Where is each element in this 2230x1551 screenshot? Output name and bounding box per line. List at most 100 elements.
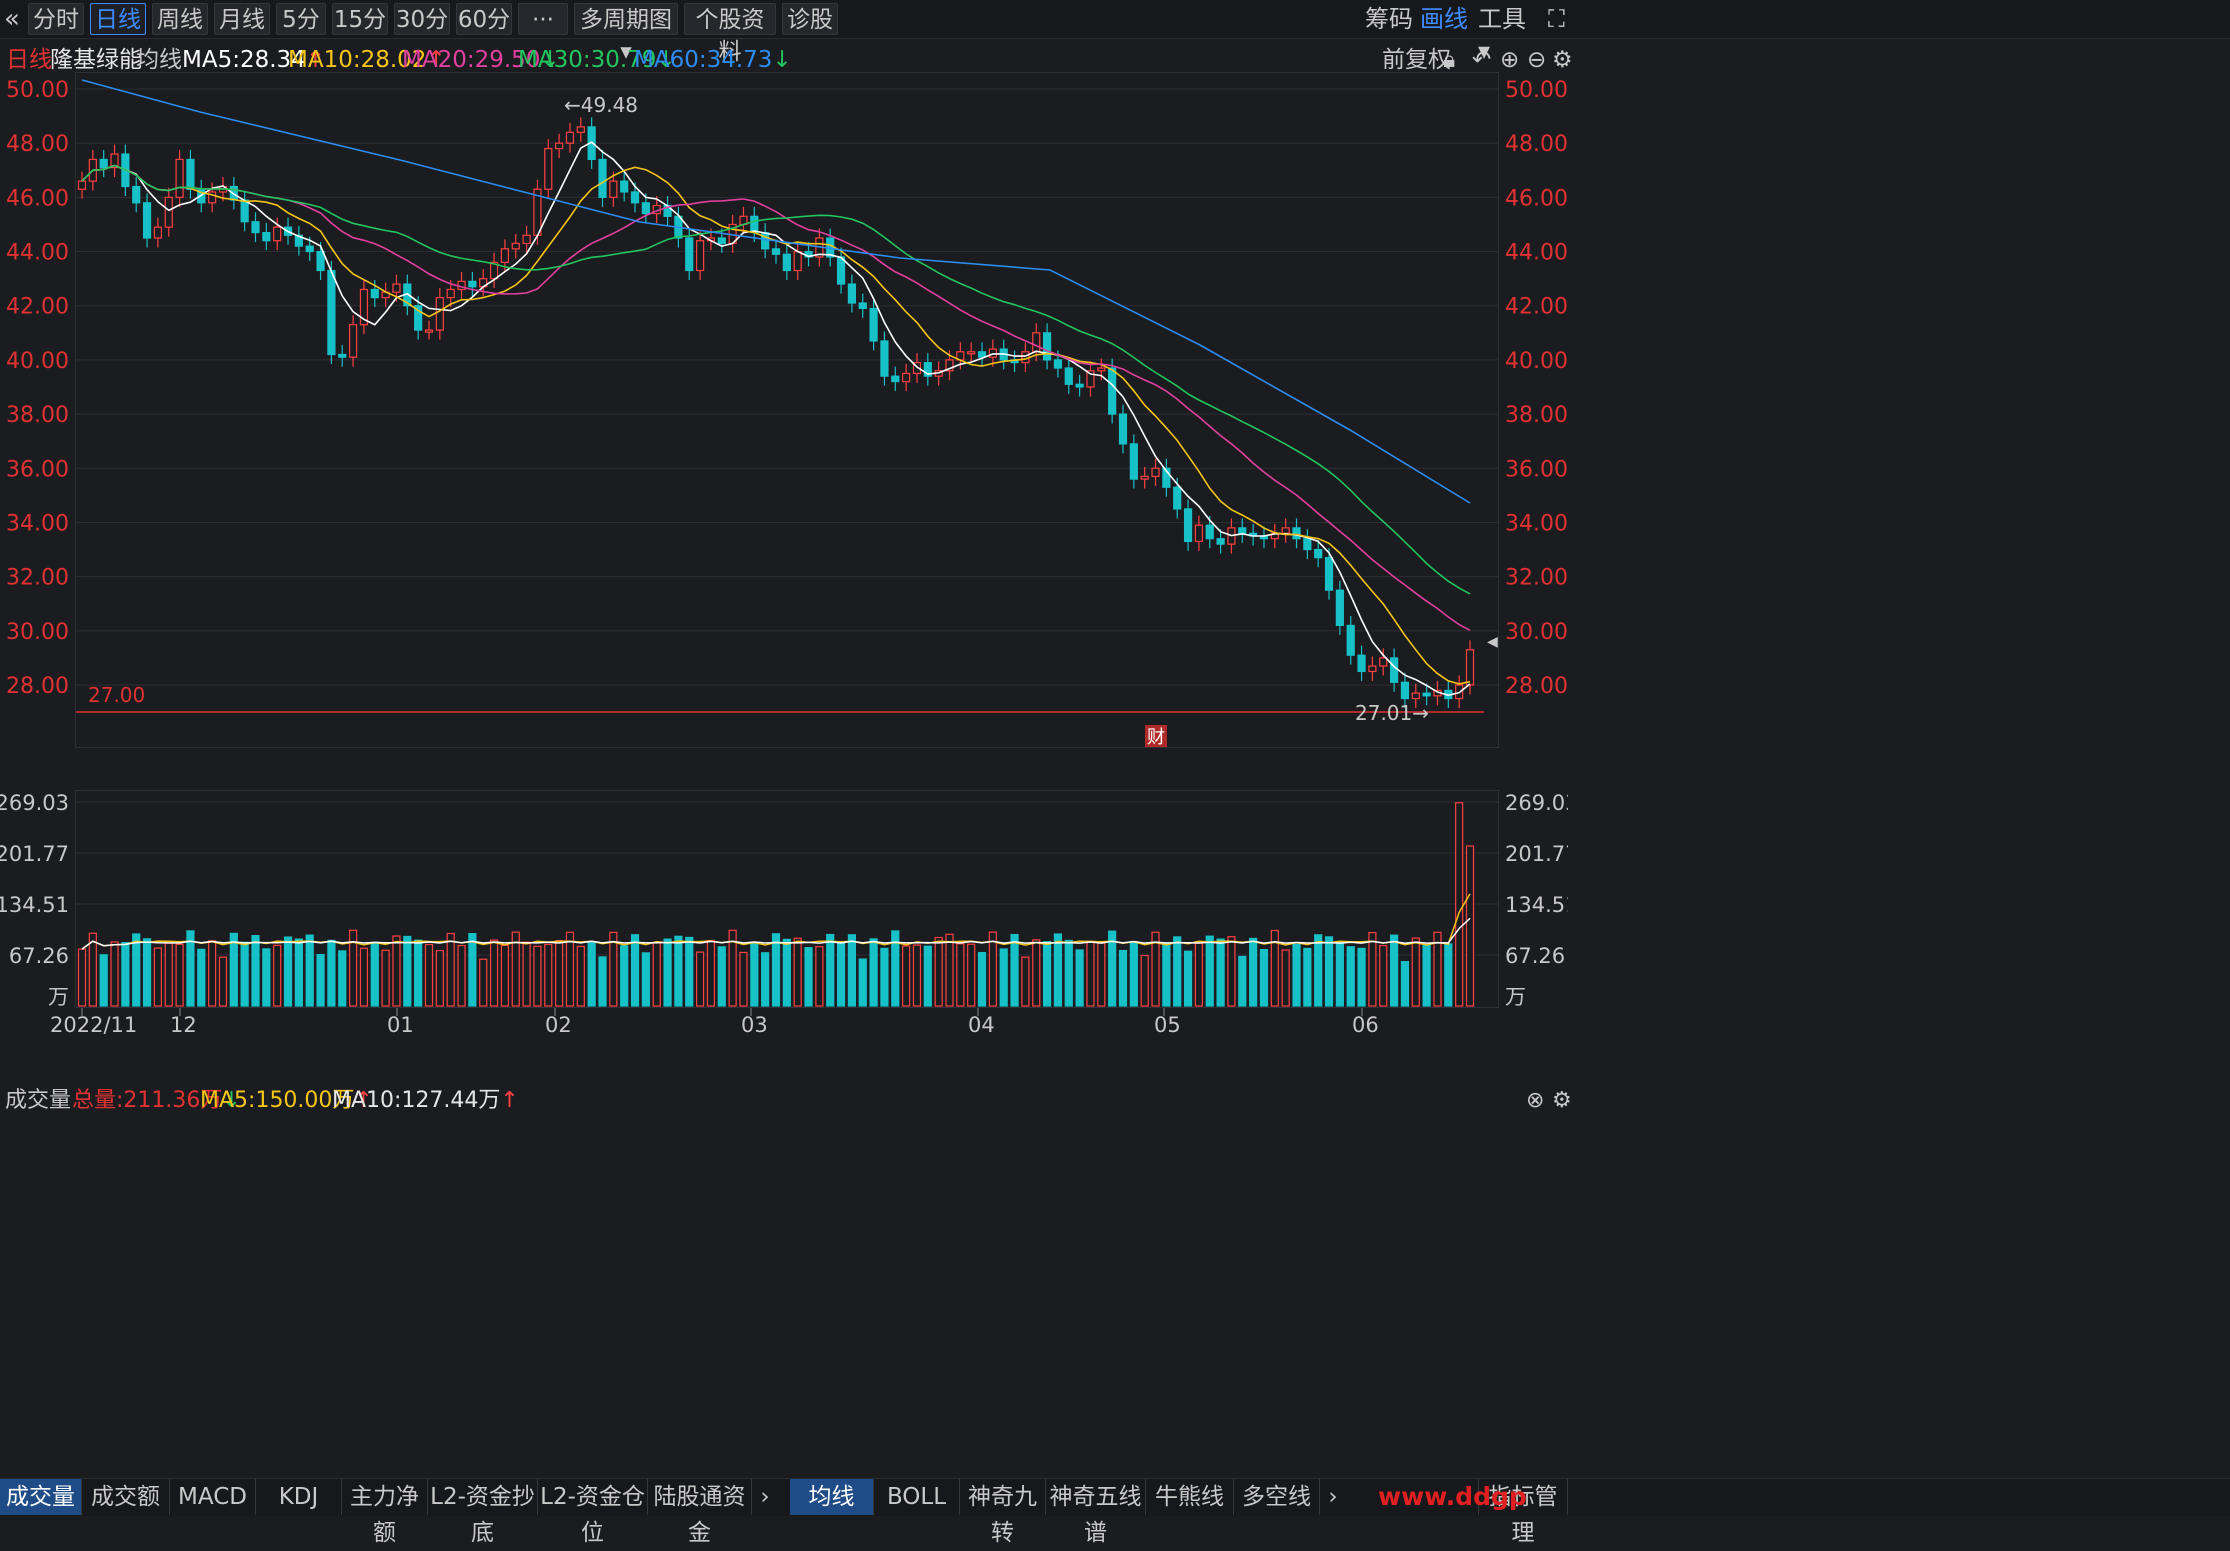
price-axis-label-right: 44.00 (1505, 241, 1568, 266)
ma5-line (81, 141, 1471, 697)
up-arrow-icon: ↑ (500, 1088, 519, 1113)
volume-bar-down (403, 935, 412, 1007)
volume-bar-down (229, 932, 238, 1007)
candle-down (620, 180, 629, 193)
chip-button[interactable]: 筹码 (1365, 5, 1413, 33)
candle-up (1140, 475, 1149, 480)
low-price-label: 27.01→ (1355, 701, 1429, 725)
volume-bar-up (77, 948, 87, 1007)
volume-bar-down (1053, 933, 1063, 1007)
volume-bar-down (251, 935, 260, 1007)
tab-long-short[interactable]: 多空线 (1234, 1479, 1320, 1515)
tab-magic-nine[interactable]: 神奇九转 (960, 1479, 1046, 1546)
volume-bar-down (316, 953, 325, 1007)
price-axis-label-right: 50.00 (1505, 78, 1568, 103)
candle-up (609, 180, 618, 198)
volume-bar-up (479, 958, 488, 1007)
candle-up (424, 329, 434, 333)
volume-bar-up (446, 932, 455, 1007)
candle-down (327, 269, 336, 356)
candle-down (630, 191, 640, 204)
volume-bar-up (1140, 954, 1149, 1007)
tab-main-net[interactable]: 主力净额 (342, 1479, 428, 1546)
tab-volume[interactable]: 成交量 (0, 1479, 82, 1515)
tab-5min[interactable]: 5分 (276, 3, 326, 35)
candle-up (912, 362, 922, 375)
zoom-in-icon[interactable]: ⊕ (1500, 47, 1520, 73)
diagnose-button[interactable]: 诊股 (782, 3, 838, 35)
fullscreen-icon[interactable]: ⛶ (1548, 5, 1565, 33)
candle-up (1411, 692, 1420, 700)
volume-bar-up (956, 943, 965, 1007)
price-axis-label-left: 46.00 (6, 186, 69, 211)
up-arrow-icon: ↑ (305, 47, 326, 73)
candle-up (392, 283, 401, 293)
candle-down (1129, 443, 1138, 480)
volume-axis-label-left: 201.77 (0, 842, 69, 866)
settings-gear-icon[interactable]: ⚙ (1552, 1088, 1572, 1113)
tab-magic-five[interactable]: 神奇五线谱 (1046, 1479, 1146, 1546)
settings-gear-icon[interactable]: ⚙ (1552, 47, 1573, 73)
price-axis-label-right: 34.00 (1505, 511, 1568, 536)
more-button[interactable]: ··· (518, 3, 568, 35)
back-icon[interactable]: « (4, 4, 20, 34)
price-axis-label-right: 42.00 (1505, 295, 1568, 320)
volume-bar-up (435, 949, 444, 1007)
candle-up (565, 131, 575, 144)
tab-macd[interactable]: MACD (170, 1479, 256, 1515)
tab-l2-bottom[interactable]: L2-资金抄底 (428, 1479, 538, 1546)
x-axis-label: 05 (1154, 1013, 1181, 1037)
period-label: 日线 (6, 47, 52, 73)
tab-boll[interactable]: BOLL (874, 1479, 960, 1515)
tab-bull-bear[interactable]: 牛熊线 (1146, 1479, 1234, 1515)
current-price-marker-icon: ◀ (1487, 634, 1498, 650)
zoom-out-icon[interactable]: ⊖ (1527, 47, 1547, 73)
volume-bar-down (587, 941, 596, 1007)
price-panel[interactable] (75, 72, 1499, 748)
volume-bar-down (977, 951, 987, 1007)
volume-bar-down (1324, 936, 1334, 1007)
tools-button[interactable]: 工具 ▾ (1478, 5, 1526, 65)
candle-down (1183, 508, 1193, 543)
candle-down (1303, 538, 1312, 551)
tab-30min[interactable]: 30分 (394, 3, 450, 35)
tab-hk-connect[interactable]: 陆股通资金 (648, 1479, 752, 1546)
chevron-right-icon[interactable]: › (760, 1484, 770, 1510)
multi-period-button[interactable]: 多周期图 ▾ (574, 3, 678, 65)
candle-up (1465, 649, 1475, 686)
tab-ma[interactable]: 均线 (790, 1479, 874, 1515)
volume-bar-up (544, 943, 553, 1007)
ma-info-row: 日线 隆基绿能 均线 MA5:28.34↑ MA10:28.02↑ MA20:2… (0, 40, 2230, 80)
volume-bar-down (869, 938, 878, 1007)
tab-kdj[interactable]: KDJ (256, 1479, 342, 1515)
undo-icon[interactable]: ↶ (1472, 47, 1492, 73)
tab-weekly[interactable]: 周线 (152, 3, 208, 35)
tab-l2-position[interactable]: L2-资金仓位 (538, 1479, 648, 1546)
caret-down-icon: ▾ (1478, 37, 1491, 65)
tab-daily[interactable]: 日线 (90, 3, 146, 35)
lock-icon[interactable]: 🔒︎ (1443, 47, 1456, 73)
candle-down (305, 245, 314, 253)
price-axis-label-left: 34.00 (6, 511, 69, 536)
candle-down (262, 231, 271, 242)
stock-info-button[interactable]: 个股资料 (684, 3, 776, 65)
candle-up (1281, 527, 1290, 534)
tab-15min[interactable]: 15分 (332, 3, 388, 35)
candle-down (1042, 332, 1052, 361)
close-icon[interactable]: ⊗ (1526, 1088, 1545, 1113)
chevron-right-icon[interactable]: › (1328, 1484, 1338, 1510)
volume-bar-down (923, 945, 932, 1007)
finance-badge-label: 财 (1147, 727, 1165, 748)
volume-panel[interactable] (75, 790, 1499, 1008)
candle-down (880, 340, 889, 377)
tab-fenshi[interactable]: 分时 (28, 3, 84, 35)
adjust-mode[interactable]: 前复权 (1382, 47, 1451, 73)
tab-60min[interactable]: 60分 (456, 3, 512, 35)
candle-down (1053, 359, 1063, 369)
candle-down (1162, 467, 1171, 488)
tab-monthly[interactable]: 月线 (214, 3, 270, 35)
tab-turnover[interactable]: 成交额 (82, 1479, 170, 1515)
candle-down (858, 302, 867, 310)
draw-line-button[interactable]: 画线 (1420, 5, 1468, 33)
ma-label[interactable]: 均线 (136, 47, 182, 73)
